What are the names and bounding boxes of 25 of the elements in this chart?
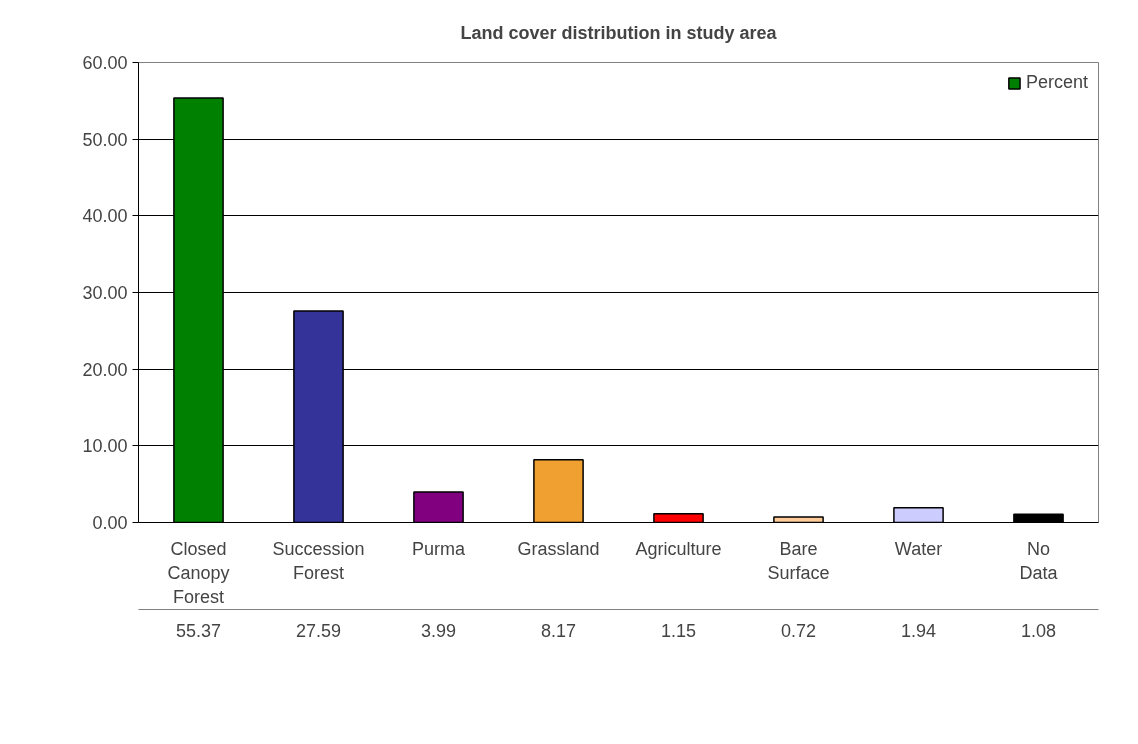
data-label: 0.72 [780,620,817,641]
y-tick-label: 50.00 [82,129,128,150]
x-tick-label: No Data [1019,538,1059,583]
y-tick-label: 30.00 [82,283,128,303]
x-tick-label: Agriculture [635,538,722,559]
y-tick-label: 0.00 [92,513,128,533]
y-tick-label: 60.00 [82,53,128,73]
y-tick-label: 20.00 [82,359,128,380]
data-label: 1.15 [660,620,697,641]
x-tick-label: Bare Surface [767,538,830,583]
legend-label: Percent [1025,72,1088,93]
data-label: 1.08 [1020,620,1057,641]
data-label: 55.37 [175,620,222,641]
data-label: 1.94 [900,620,937,641]
x-tick-label: Grassland [517,538,600,559]
data-label: 27.59 [295,620,342,641]
x-tick-label: Water [894,538,943,559]
x-tick-label: Succession Forest [272,538,365,583]
data-label: 3.99 [420,620,457,641]
y-tick-label: 10.00 [82,436,128,457]
x-tick-label: Closed Canopy Forest [167,538,230,607]
x-tick-label: Purma [411,538,466,559]
y-tick-label: 40.00 [82,206,128,227]
data-label: 8.17 [540,620,577,641]
chart-title: Land cover distribution in study area [460,22,778,43]
